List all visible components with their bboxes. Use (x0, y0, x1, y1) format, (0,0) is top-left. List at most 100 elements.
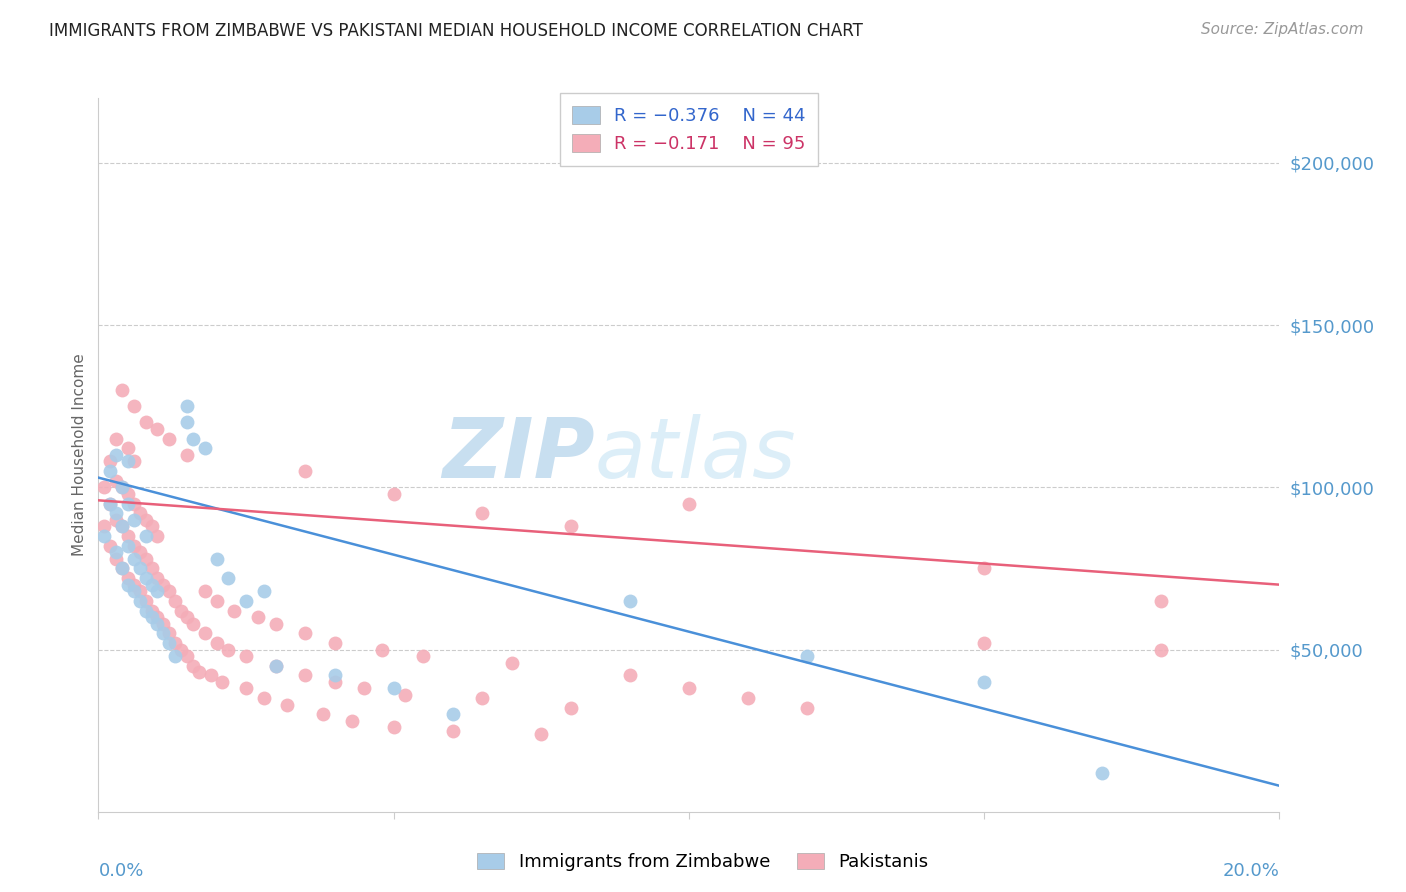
Point (98, 497, 121, 511)
Point (194, 626, 217, 640)
Point (973, 561, 995, 575)
Point (146, 422, 169, 436)
Point (105, 506, 128, 520)
Point (194, 442, 217, 456)
Point (157, 626, 180, 640)
Point (253, 691, 276, 706)
Point (117, 539, 139, 553)
Point (501, 656, 523, 670)
Point (235, 681, 257, 696)
Point (235, 594, 257, 608)
Point (122, 539, 145, 553)
Point (141, 519, 163, 533)
Point (205, 636, 228, 650)
Point (146, 584, 169, 599)
Point (98, 497, 121, 511)
Point (122, 584, 145, 599)
Point (294, 464, 316, 478)
Point (117, 487, 139, 501)
Point (294, 626, 316, 640)
Point (560, 701, 582, 715)
Point (412, 648, 434, 663)
Point (264, 658, 287, 673)
Point (128, 506, 150, 520)
Point (181, 432, 204, 446)
Point (146, 571, 169, 585)
Point (117, 571, 139, 585)
Point (141, 561, 163, 575)
Point (135, 604, 157, 618)
Point (111, 561, 134, 575)
Point (152, 577, 174, 591)
Point (176, 399, 198, 413)
Point (471, 691, 494, 706)
Legend: R = −0.376    N = 44, R = −0.171    N = 95: R = −0.376 N = 44, R = −0.171 N = 95 (560, 93, 818, 166)
Point (117, 442, 139, 456)
Point (170, 604, 193, 618)
Point (146, 610, 169, 624)
Point (105, 432, 128, 446)
Point (146, 616, 169, 631)
Point (342, 714, 364, 728)
Point (382, 487, 405, 501)
Point (98, 464, 121, 478)
Point (205, 551, 228, 566)
Point (441, 707, 464, 722)
Point (176, 648, 198, 663)
Point (105, 545, 128, 559)
Point (165, 594, 187, 608)
Point (246, 610, 269, 624)
Point (122, 454, 145, 468)
Point (152, 626, 174, 640)
Point (1150, 594, 1173, 608)
Point (471, 506, 494, 520)
Point (560, 519, 582, 533)
Point (176, 416, 198, 430)
Point (1091, 765, 1114, 780)
Point (135, 571, 157, 585)
Point (141, 610, 163, 624)
Point (165, 636, 187, 650)
Point (312, 707, 335, 722)
Point (128, 594, 150, 608)
Point (217, 571, 239, 585)
Point (128, 561, 150, 575)
Point (165, 648, 187, 663)
Point (323, 675, 346, 690)
Text: ZIP: ZIP (441, 415, 595, 495)
Point (619, 668, 641, 682)
Point (111, 383, 134, 397)
Point (323, 636, 346, 650)
Point (796, 701, 818, 715)
Point (382, 681, 405, 696)
Point (323, 668, 346, 682)
Point (382, 720, 405, 734)
Point (111, 561, 134, 575)
Point (181, 658, 204, 673)
Point (276, 698, 298, 712)
Point (128, 584, 150, 599)
Point (117, 497, 139, 511)
Point (128, 545, 150, 559)
Legend: Immigrants from Zimbabwe, Pakistanis: Immigrants from Zimbabwe, Pakistanis (470, 846, 936, 879)
Point (105, 551, 128, 566)
Point (294, 668, 316, 682)
Text: Source: ZipAtlas.com: Source: ZipAtlas.com (1201, 22, 1364, 37)
Point (176, 448, 198, 462)
Point (93, 529, 115, 543)
Point (973, 636, 995, 650)
Point (98, 539, 121, 553)
Point (176, 610, 198, 624)
Point (157, 584, 180, 599)
Point (111, 519, 134, 533)
Point (122, 551, 145, 566)
Point (170, 642, 193, 657)
Point (117, 529, 139, 543)
Point (217, 642, 239, 657)
Point (200, 668, 222, 682)
Point (264, 658, 287, 673)
Text: 20.0%: 20.0% (1223, 862, 1279, 880)
Point (394, 688, 416, 702)
Point (211, 675, 233, 690)
Text: 0.0%: 0.0% (98, 862, 143, 880)
